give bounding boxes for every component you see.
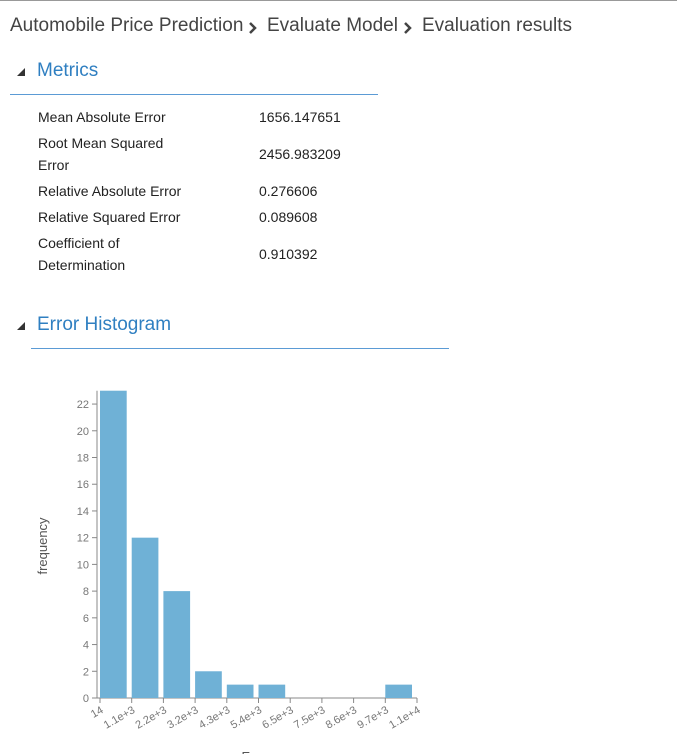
breadcrumb-item[interactable]: Evaluate Model <box>267 15 398 36</box>
y-tick-label: 12 <box>77 533 89 545</box>
x-tick-label: 2.2e+3 <box>133 704 168 731</box>
y-tick-label: 2 <box>83 666 89 678</box>
x-axis-label: Error <box>242 749 272 754</box>
section-rule <box>31 348 449 349</box>
chevron <box>404 22 412 34</box>
metric-name: Coefficient of Determination <box>38 235 126 273</box>
y-tick-label: 14 <box>77 506 89 518</box>
x-tick-label: 8.6e+3 <box>324 704 359 731</box>
y-axis-label: frequency <box>35 517 50 575</box>
y-tick-label: 8 <box>83 586 89 598</box>
breadcrumb-item[interactable]: Automobile Price Prediction <box>10 15 244 36</box>
metric-value: 1656.147651 <box>259 109 341 125</box>
metric-name: Relative Absolute Error <box>38 183 182 199</box>
bar <box>163 591 191 698</box>
bar <box>385 684 412 698</box>
breadcrumb-separators <box>249 22 412 34</box>
x-tick-label: 9.7e+3 <box>355 704 390 731</box>
chevron <box>249 22 257 34</box>
x-tick-label: 6.5e+3 <box>260 704 295 731</box>
y-tick-label: 10 <box>77 559 89 571</box>
metrics-table: Mean Absolute Error 1656.147651 Root Mean … <box>38 104 341 278</box>
y-tick-label: 22 <box>77 399 89 411</box>
x-tick-label: 1.1e+4 <box>387 704 422 731</box>
metric-value: 0.089608 <box>259 209 318 225</box>
section-rule <box>10 94 378 95</box>
metric-row: Coefficient of Determination 0.910392 <box>38 230 341 278</box>
bar <box>100 390 127 698</box>
metric-value: 0.910392 <box>259 246 318 262</box>
collapse-icon[interactable] <box>16 67 28 79</box>
y-tick-label: 18 <box>77 453 89 465</box>
x-tick-label: 5.4e+3 <box>229 704 264 731</box>
metric-name: Relative Squared Error <box>38 209 181 225</box>
x-tick-label: 7.5e+3 <box>292 704 327 731</box>
x-tick-label: 3.2e+3 <box>165 704 200 731</box>
y-tick-label: 0 <box>83 693 89 705</box>
bar <box>226 684 254 698</box>
x-tick-label: 1.1e+3 <box>102 704 137 731</box>
y-tick-label: 6 <box>83 613 89 625</box>
x-tick-label: 14 <box>89 704 106 721</box>
metric-value: 2456.983209 <box>259 146 341 162</box>
y-tick-label: 20 <box>77 426 89 438</box>
metric-name: Mean Absolute Error <box>38 109 166 125</box>
collapse-icon[interactable] <box>16 321 28 333</box>
section-title[interactable]: Metrics <box>37 60 99 81</box>
metric-name: Root Mean Squared Error <box>38 135 164 173</box>
section-title[interactable]: Error Histogram <box>37 314 172 335</box>
bar <box>131 537 159 698</box>
bar <box>258 684 286 698</box>
metric-value: 0.276606 <box>259 183 318 199</box>
y-tick-label: 16 <box>77 479 89 491</box>
breadcrumb-item: Evaluation results <box>422 15 572 36</box>
metric-row: Relative Absolute Error 0.276606 <box>38 178 341 204</box>
bar <box>195 671 222 698</box>
metric-row: Relative Squared Error 0.089608 <box>38 204 341 230</box>
metric-row: Root Mean Squared Error 2456.983209 <box>38 130 341 178</box>
y-tick-label: 4 <box>83 640 89 652</box>
x-tick-label: 4.3e+3 <box>197 704 232 731</box>
metric-row: Mean Absolute Error 1656.147651 <box>38 104 341 130</box>
